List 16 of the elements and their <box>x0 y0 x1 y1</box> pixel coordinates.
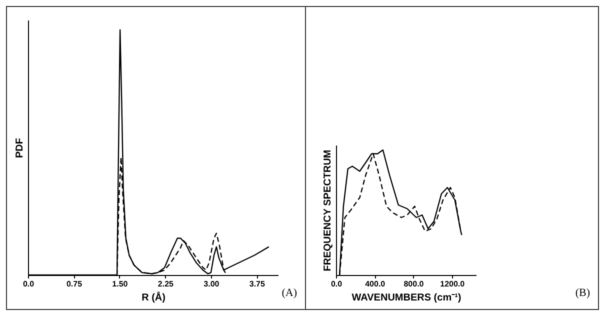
text: (A) <box>282 287 297 299</box>
x-tick-label: 1200.0 <box>440 280 466 288</box>
x-axis-title: WAVENUMBERS (cm⁻¹) <box>352 292 462 304</box>
x-tick-label: 2.25 <box>158 280 174 288</box>
x-tick-label: 0.0 <box>330 280 343 288</box>
x-tick-label: 0.0 <box>22 280 35 288</box>
x-tick-label: 3.75 <box>249 280 266 288</box>
y-axis-title: PDF <box>14 138 26 158</box>
text: (B) <box>575 287 590 299</box>
x-tick-label: 400.0 <box>365 280 386 288</box>
x-tick-label: 800.0 <box>404 280 424 288</box>
x-axis-title: R (Å) <box>142 292 166 304</box>
x-tick-label: 3.00 <box>204 280 220 288</box>
x-tick-label: 1.50 <box>112 280 128 288</box>
x-tick-label: 0.75 <box>66 280 83 288</box>
y-axis-title: FREQUENCY SPECTRUM <box>322 150 334 272</box>
